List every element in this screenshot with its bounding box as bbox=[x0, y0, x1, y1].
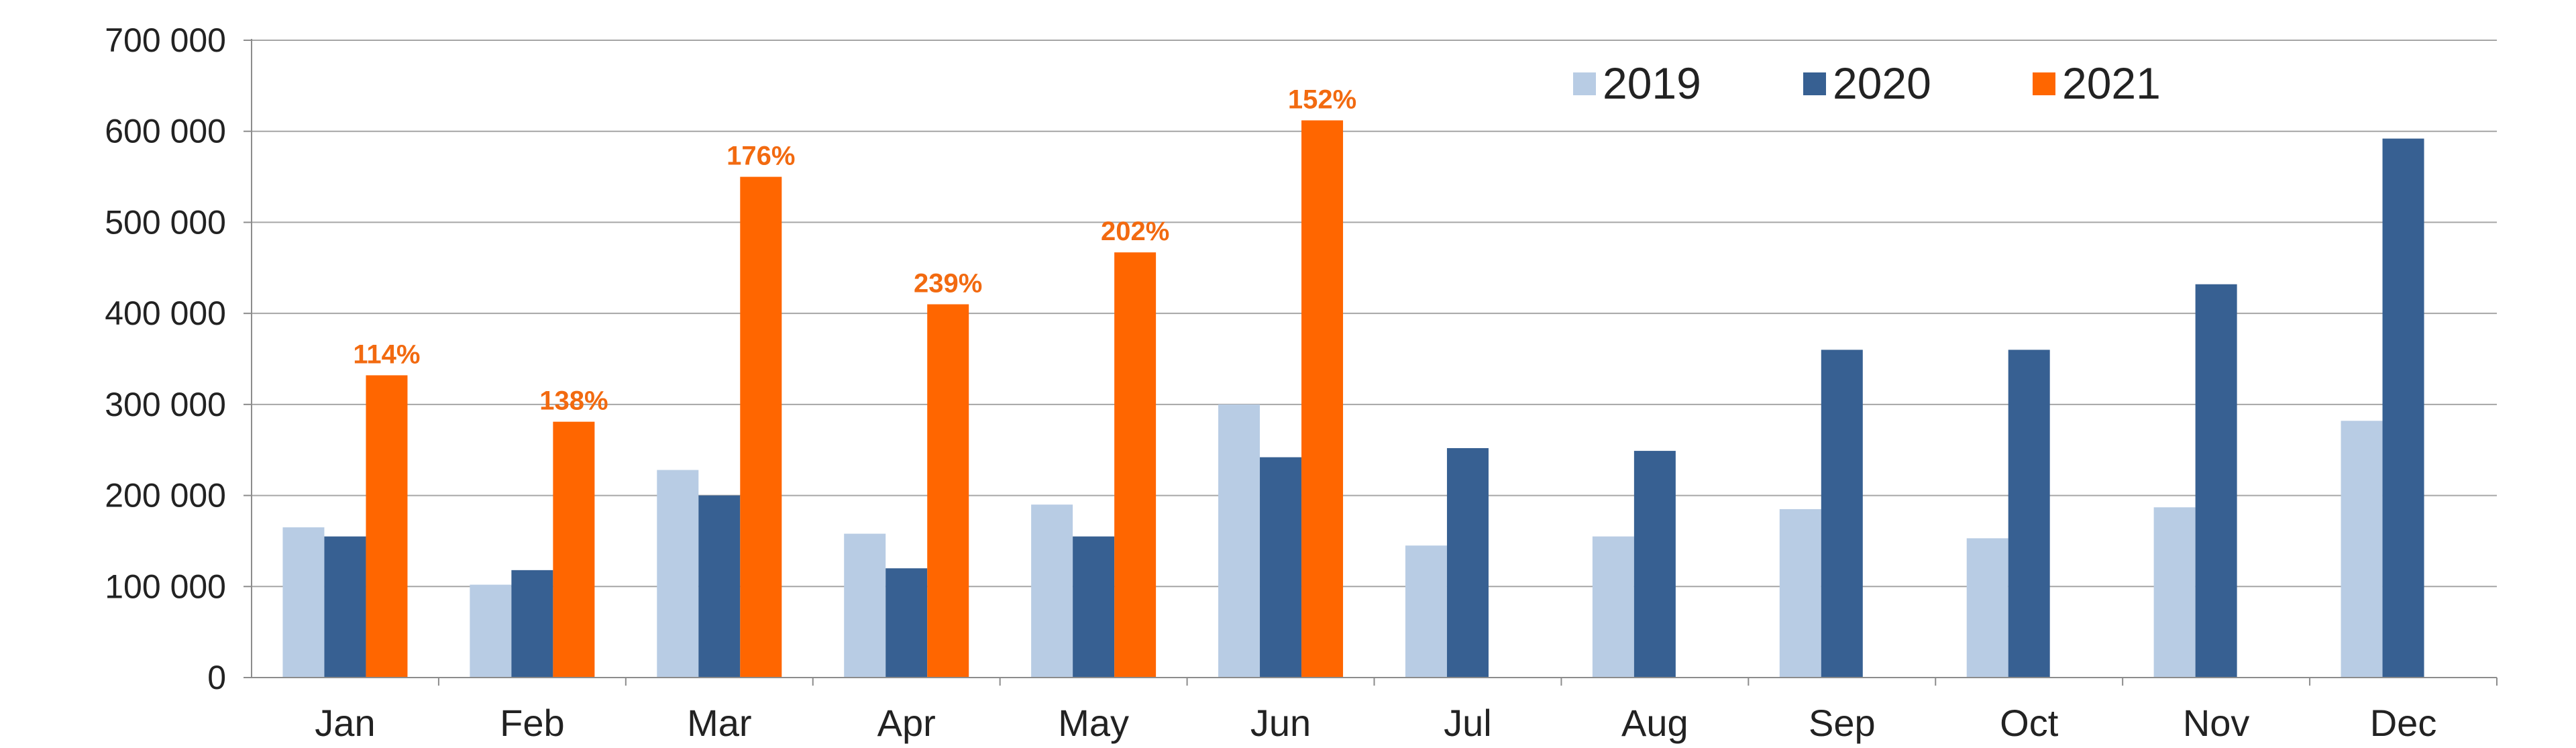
bar-2019-jun bbox=[1218, 404, 1260, 678]
grid-layer bbox=[252, 40, 2497, 588]
x-tick-label: May bbox=[1058, 702, 1129, 744]
legend-label-2021: 2021 bbox=[2062, 58, 2161, 108]
legend: 2019 2020 2021 bbox=[1573, 58, 2161, 108]
x-tick-label: Mar bbox=[687, 702, 751, 744]
bar-2019-jul bbox=[1405, 545, 1447, 678]
bar-2020-sep bbox=[1821, 350, 1863, 678]
x-tick-label: Jul bbox=[1444, 702, 1492, 744]
data-label-feb: 138% bbox=[539, 386, 608, 416]
bar-2019-mar bbox=[657, 470, 699, 678]
y-tick-label: 700 000 bbox=[105, 21, 226, 59]
legend-swatch-2021 bbox=[2033, 72, 2055, 95]
bar-2019-aug bbox=[1592, 536, 1634, 678]
x-tick-label: Aug bbox=[1621, 702, 1688, 744]
bar-2020-aug bbox=[1633, 451, 1676, 678]
x-tick-label: Jun bbox=[1250, 702, 1311, 744]
x-tick-label: Dec bbox=[2370, 702, 2437, 744]
bar-2020-apr bbox=[885, 568, 928, 678]
y-tick-label: 200 000 bbox=[105, 477, 226, 515]
data-label-may: 202% bbox=[1101, 217, 1169, 246]
bar-2019-feb bbox=[470, 584, 512, 678]
y-tick-label: 300 000 bbox=[105, 386, 226, 423]
data-label-jan: 114% bbox=[353, 339, 420, 369]
bar-2019-sep bbox=[1779, 509, 1821, 678]
bar-2019-jan bbox=[282, 527, 325, 678]
bar-2019-dec bbox=[2341, 421, 2383, 678]
y-tick-label: 600 000 bbox=[105, 113, 226, 150]
bar-2020-dec bbox=[2382, 138, 2424, 678]
data-label-apr: 239% bbox=[914, 269, 982, 299]
bar-2020-jun bbox=[1260, 457, 1302, 678]
data-label-mar: 176% bbox=[727, 142, 795, 171]
axis-layer bbox=[244, 39, 2498, 686]
bar-2021-jan bbox=[366, 375, 408, 678]
bar-2020-feb bbox=[511, 570, 553, 678]
bar-2021-feb bbox=[553, 421, 595, 678]
bar-2019-may bbox=[1031, 504, 1073, 678]
legend-label-2019: 2019 bbox=[1603, 58, 1701, 108]
legend-swatch-2020 bbox=[1803, 72, 1826, 95]
y-tick-label: 100 000 bbox=[105, 568, 226, 605]
y-tick-label: 500 000 bbox=[105, 203, 226, 241]
bar-2020-may bbox=[1073, 536, 1115, 678]
y-tick-label: 400 000 bbox=[105, 295, 226, 332]
x-tick-label: Oct bbox=[2000, 702, 2059, 744]
data-label-jun: 152% bbox=[1288, 85, 1356, 114]
x-tick-label: Apr bbox=[877, 702, 936, 744]
bar-2019-oct bbox=[1966, 538, 2008, 678]
bar-2019-apr bbox=[844, 533, 886, 678]
labels-layer: 0 100 000 200 000 300 000 400 000 500 000 600 … bbox=[105, 21, 2436, 744]
y-tick-label: 0 bbox=[207, 659, 226, 696]
bar-2021-jun bbox=[1301, 120, 1344, 678]
x-tick-label: Nov bbox=[2183, 702, 2250, 744]
x-tick-label: Jan bbox=[315, 702, 375, 744]
bar-2021-mar bbox=[740, 176, 782, 678]
bar-2020-mar bbox=[698, 495, 741, 678]
bar-2021-apr bbox=[927, 304, 969, 678]
bar-2020-nov bbox=[2195, 284, 2237, 678]
bar-2020-jan bbox=[324, 536, 366, 678]
x-tick-label: Sep bbox=[1809, 702, 1876, 744]
bar-2020-jul bbox=[1446, 448, 1489, 678]
bars-layer bbox=[282, 120, 2424, 678]
bar-2020-oct bbox=[2008, 350, 2050, 678]
bar-2021-may bbox=[1114, 252, 1157, 678]
x-tick-label: Feb bbox=[500, 702, 565, 744]
legend-label-2020: 2020 bbox=[1833, 58, 1931, 108]
legend-swatch-2019 bbox=[1573, 72, 1596, 95]
bar-2019-nov bbox=[2153, 507, 2196, 678]
